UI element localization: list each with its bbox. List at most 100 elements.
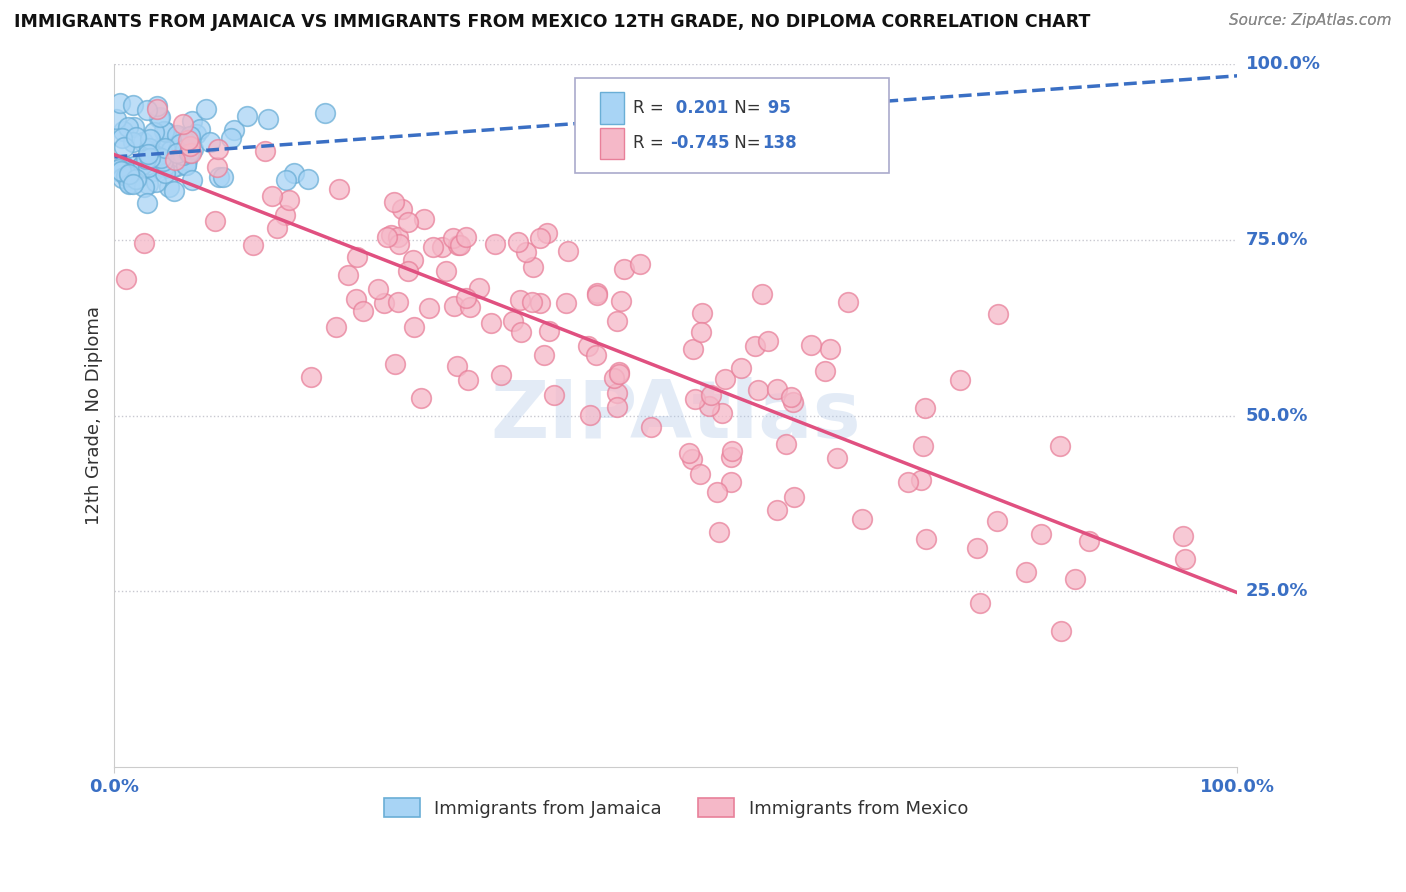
Point — [721, 443, 744, 458]
Point — [195, 103, 218, 117]
Point — [145, 175, 167, 189]
Point — [117, 167, 139, 181]
Point — [176, 153, 198, 167]
Point — [640, 420, 662, 434]
Point — [111, 171, 134, 186]
Point — [184, 127, 207, 141]
Point — [122, 177, 145, 191]
Point — [509, 325, 531, 339]
Point — [779, 390, 801, 404]
Point — [606, 385, 628, 400]
Point — [751, 287, 773, 301]
Point — [396, 214, 419, 228]
Point — [543, 388, 565, 402]
Point — [177, 146, 200, 161]
Point — [177, 133, 200, 147]
Bar — [599, 128, 624, 160]
Point — [134, 235, 156, 250]
Point — [387, 230, 409, 244]
Point — [766, 502, 789, 516]
Point — [124, 120, 146, 135]
Point — [529, 295, 551, 310]
Point — [148, 141, 170, 155]
Point — [603, 371, 626, 385]
Point — [149, 151, 172, 165]
Text: Source: ZipAtlas.com: Source: ZipAtlas.com — [1229, 13, 1392, 29]
Point — [966, 541, 988, 556]
Point — [782, 395, 804, 409]
Point — [766, 382, 789, 396]
Point — [373, 296, 395, 310]
Point — [139, 131, 162, 145]
Point — [697, 399, 720, 413]
Point — [104, 112, 127, 126]
Point — [153, 160, 176, 174]
Point — [700, 388, 723, 402]
Point — [396, 264, 419, 278]
Point — [454, 291, 477, 305]
Point — [162, 160, 184, 174]
Point — [167, 129, 190, 144]
Point — [720, 475, 742, 490]
Point — [986, 514, 1008, 528]
Point — [689, 326, 711, 340]
Point — [135, 152, 157, 166]
Point — [402, 253, 425, 268]
Point — [367, 282, 389, 296]
Point — [387, 294, 409, 309]
Point — [336, 268, 359, 283]
Point — [118, 176, 141, 190]
Point — [1174, 552, 1197, 566]
Point — [153, 141, 176, 155]
Point — [169, 137, 191, 152]
Point — [111, 124, 134, 138]
Point — [207, 143, 229, 157]
Point — [969, 596, 991, 610]
Point — [163, 184, 186, 198]
Point — [689, 467, 711, 481]
Bar — [599, 92, 624, 124]
Point — [529, 231, 551, 245]
Point — [125, 130, 148, 145]
Point — [167, 143, 190, 157]
Point — [1171, 529, 1194, 543]
Point — [180, 172, 202, 186]
Point — [402, 319, 425, 334]
Point — [112, 140, 135, 154]
Point — [200, 136, 222, 150]
Point — [242, 238, 264, 252]
Point — [509, 293, 531, 308]
Point — [253, 144, 276, 158]
Text: 100.0%: 100.0% — [1246, 55, 1320, 73]
Point — [328, 182, 350, 196]
Point — [457, 373, 479, 387]
Point — [149, 150, 172, 164]
Point — [814, 364, 837, 378]
Point — [224, 122, 246, 136]
Point — [585, 348, 607, 362]
Point — [136, 196, 159, 211]
Point — [522, 260, 544, 275]
Point — [111, 131, 134, 145]
Point — [180, 134, 202, 148]
Point — [212, 169, 235, 184]
Point — [107, 164, 129, 178]
Point — [949, 373, 972, 387]
Point — [1029, 527, 1052, 541]
Point — [409, 391, 432, 405]
Point — [744, 339, 766, 353]
Point — [628, 257, 651, 271]
Point — [388, 237, 411, 252]
Point — [155, 125, 177, 139]
Point — [139, 146, 162, 161]
Point — [132, 135, 155, 149]
Point — [413, 211, 436, 226]
Point — [747, 384, 769, 398]
Point — [1050, 624, 1073, 638]
Legend: Immigrants from Jamaica, Immigrants from Mexico: Immigrants from Jamaica, Immigrants from… — [377, 791, 976, 825]
Point — [153, 124, 176, 138]
Point — [153, 166, 176, 180]
Point — [107, 162, 129, 177]
Point — [446, 359, 468, 374]
Text: Source: ZipAtlas.com: Source: ZipAtlas.com — [1229, 13, 1392, 29]
